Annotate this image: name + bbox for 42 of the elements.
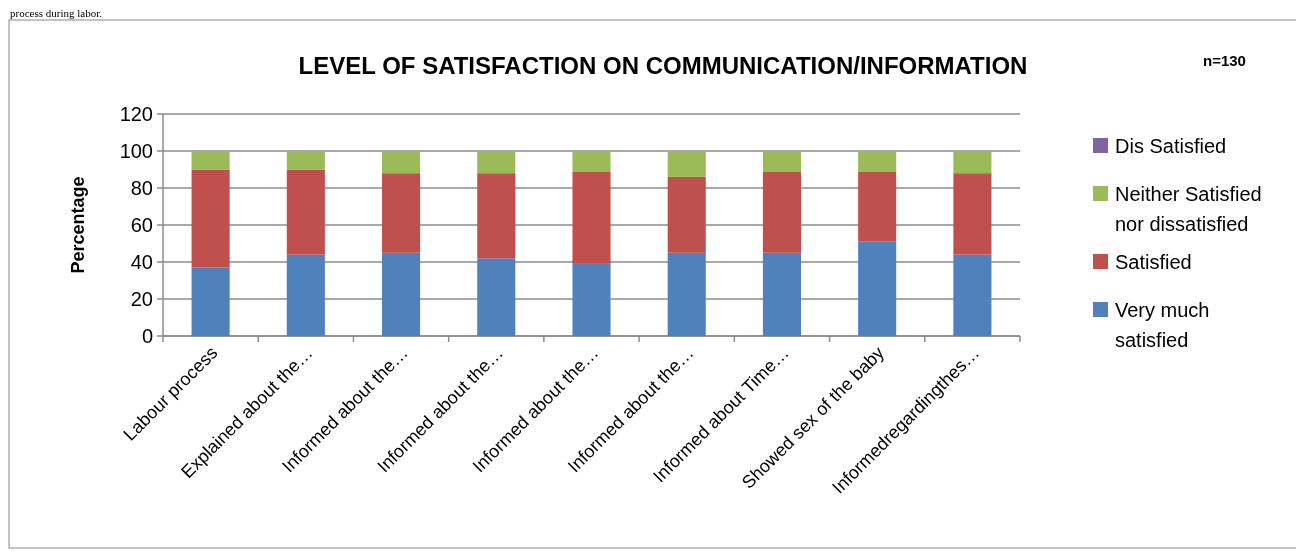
text: process during labor.: [10, 7, 103, 19]
bar: [572, 263, 611, 336]
bar: [953, 173, 992, 255]
y-tick-label: 20: [130, 288, 153, 310]
legend-label: Neither Satisfied nor dissatisfied: [1115, 183, 1262, 235]
bar: [286, 254, 325, 336]
bar: [191, 169, 230, 268]
chart-title: LEVEL OF SATISFACTION ON COMMUNICATION/INFORMATION: [298, 52, 1028, 79]
bar: [762, 151, 801, 172]
bar: [667, 151, 706, 177]
legend-label: Satisfied: [1115, 251, 1192, 273]
y-tick-label: 60: [130, 214, 153, 236]
y-axis-title: Percentage: [68, 176, 88, 274]
bar: [667, 252, 706, 336]
bar: [953, 254, 992, 336]
y-tick-label: 80: [130, 177, 153, 199]
bar: [953, 151, 992, 174]
bar: [191, 267, 230, 336]
bar: [477, 151, 516, 174]
bar: [382, 173, 421, 253]
legend-label: Very much satisfied: [1115, 299, 1210, 351]
bar: [382, 252, 421, 336]
bar: [572, 171, 611, 264]
bar: [572, 151, 611, 172]
bar: [382, 151, 421, 174]
bar: [858, 241, 897, 336]
bar: [667, 176, 706, 253]
y-tick-label: 0: [141, 325, 153, 347]
bar: [286, 169, 325, 255]
bar: [191, 151, 230, 170]
bar: [286, 151, 325, 170]
bar: [477, 173, 516, 259]
legend-label: Dis Satisfied: [1115, 135, 1227, 157]
y-tick-label: 120: [119, 103, 153, 125]
bar: [858, 151, 897, 172]
text: n=130: [1203, 52, 1246, 69]
y-tick-label: 40: [130, 251, 153, 273]
bar: [858, 171, 897, 242]
bar: [762, 252, 801, 336]
bar: [477, 258, 516, 336]
y-tick-label: 100: [119, 140, 153, 162]
bar: [762, 171, 801, 253]
